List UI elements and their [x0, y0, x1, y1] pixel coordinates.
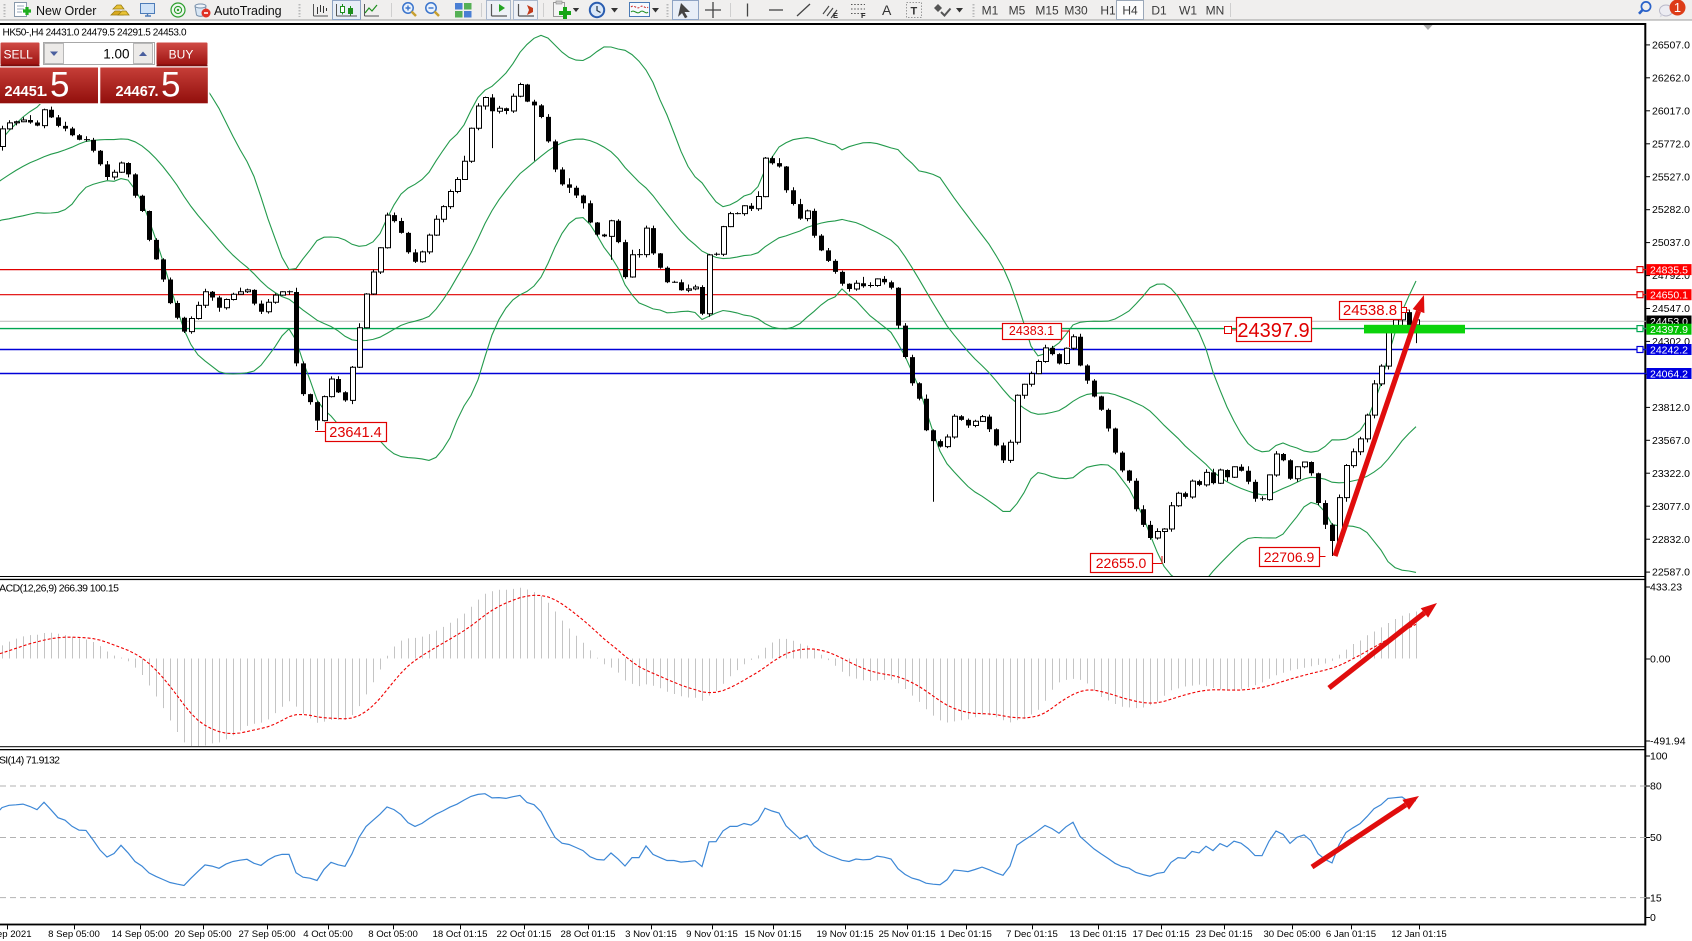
svg-text:HK50-,H4 24431.0 24479.5 24291: HK50-,H4 24431.0 24479.5 24291.5 24453.0: [3, 28, 187, 39]
svg-text:8 Sep 05:00: 8 Sep 05:00: [48, 929, 100, 940]
svg-text:5: 5: [50, 66, 69, 105]
svg-text:RSI(14) 71.9132: RSI(14) 71.9132: [0, 755, 60, 767]
svg-text:M30: M30: [1064, 4, 1088, 18]
svg-text:MN: MN: [1206, 4, 1225, 18]
svg-text:20 Sep 05:00: 20 Sep 05:00: [174, 929, 231, 940]
svg-text:.: .: [44, 84, 48, 100]
svg-text:MACD(12,26,9) 266.39 100.15: MACD(12,26,9) 266.39 100.15: [0, 583, 119, 595]
svg-text:24650.1: 24650.1: [1650, 290, 1688, 302]
svg-text:50: 50: [1650, 832, 1662, 844]
svg-text:W1: W1: [1179, 4, 1197, 18]
svg-text:5: 5: [161, 66, 180, 105]
svg-text:24467: 24467: [116, 84, 156, 100]
svg-text:23641.4: 23641.4: [329, 425, 381, 441]
svg-text:M15: M15: [1035, 4, 1059, 18]
svg-text:23077.0: 23077.0: [1652, 501, 1690, 513]
svg-text:1 Dec 01:15: 1 Dec 01:15: [940, 929, 992, 940]
svg-text:T: T: [911, 6, 918, 18]
svg-text:New Order: New Order: [36, 4, 96, 18]
svg-text:8 Oct 05:00: 8 Oct 05:00: [368, 929, 418, 940]
svg-text:9 Nov 01:15: 9 Nov 01:15: [686, 929, 738, 940]
svg-text:7 Dec 01:15: 7 Dec 01:15: [1006, 929, 1058, 940]
svg-text:6 Jan 01:15: 6 Jan 01:15: [1326, 929, 1376, 940]
svg-text:24242.2: 24242.2: [1650, 344, 1688, 356]
svg-text:26507.0: 26507.0: [1652, 40, 1690, 52]
svg-text:24538.8: 24538.8: [1343, 302, 1397, 319]
svg-text:3 Nov 01:15: 3 Nov 01:15: [625, 929, 677, 940]
svg-text:25 Nov 01:15: 25 Nov 01:15: [878, 929, 935, 940]
svg-text:SELL: SELL: [4, 48, 34, 62]
svg-text:23567.0: 23567.0: [1652, 435, 1690, 447]
svg-text:27 Sep 05:00: 27 Sep 05:00: [238, 929, 295, 940]
svg-text:24397.9: 24397.9: [1237, 320, 1309, 342]
svg-text:13 Dec 01:15: 13 Dec 01:15: [1069, 929, 1126, 940]
svg-text:24397.9: 24397.9: [1650, 324, 1688, 336]
svg-text:26017.0: 26017.0: [1652, 105, 1690, 117]
svg-text:M1: M1: [982, 4, 999, 18]
svg-text:25772.0: 25772.0: [1652, 138, 1690, 150]
svg-text:H1: H1: [1100, 4, 1116, 18]
svg-text:-491.94: -491.94: [1650, 736, 1686, 748]
svg-text:26262.0: 26262.0: [1652, 72, 1690, 84]
svg-text:433.23: 433.23: [1650, 582, 1682, 594]
svg-text:15 Nov 01:15: 15 Nov 01:15: [744, 929, 801, 940]
svg-text:23322.0: 23322.0: [1652, 468, 1690, 480]
svg-text:24451: 24451: [5, 84, 45, 100]
svg-text:.: .: [155, 84, 159, 100]
svg-text:25282.0: 25282.0: [1652, 204, 1690, 216]
svg-text:D1: D1: [1151, 4, 1167, 18]
svg-text:E: E: [833, 11, 838, 20]
svg-text:23 Dec 01:15: 23 Dec 01:15: [1195, 929, 1252, 940]
svg-text:22706.9: 22706.9: [1264, 549, 1315, 565]
svg-text:M5: M5: [1009, 4, 1026, 18]
svg-text:H4: H4: [1122, 4, 1138, 18]
svg-text:A: A: [882, 2, 892, 18]
svg-text:25527.0: 25527.0: [1652, 171, 1690, 183]
svg-text:24064.2: 24064.2: [1650, 368, 1688, 380]
svg-text:22587.0: 22587.0: [1652, 567, 1690, 579]
svg-text:1.00: 1.00: [103, 47, 129, 62]
svg-text:80: 80: [1650, 781, 1662, 793]
svg-text:AutoTrading: AutoTrading: [214, 4, 282, 18]
svg-text:22655.0: 22655.0: [1096, 555, 1147, 571]
svg-text:0: 0: [1650, 912, 1656, 924]
svg-text:19 Nov 01:15: 19 Nov 01:15: [816, 929, 873, 940]
svg-text:24383.1: 24383.1: [1009, 324, 1054, 338]
svg-text:1: 1: [1674, 0, 1681, 15]
svg-text:14 Sep 05:00: 14 Sep 05:00: [111, 929, 168, 940]
svg-text:F: F: [861, 11, 866, 20]
svg-text:22832.0: 22832.0: [1652, 534, 1690, 546]
svg-text:23812.0: 23812.0: [1652, 402, 1690, 414]
svg-text:24547.0: 24547.0: [1652, 303, 1690, 315]
svg-text:100: 100: [1650, 751, 1668, 763]
svg-text:0.00: 0.00: [1650, 654, 1671, 666]
svg-text:22 Oct 01:15: 22 Oct 01:15: [497, 929, 552, 940]
svg-text:15: 15: [1650, 893, 1662, 905]
svg-text:25037.0: 25037.0: [1652, 237, 1690, 249]
svg-text:28 Oct 01:15: 28 Oct 01:15: [561, 929, 616, 940]
svg-text:30 Dec 05:00: 30 Dec 05:00: [1263, 929, 1320, 940]
svg-text:4 Oct 05:00: 4 Oct 05:00: [303, 929, 353, 940]
svg-text:BUY: BUY: [169, 48, 194, 62]
svg-text:12 Jan 01:15: 12 Jan 01:15: [1391, 929, 1446, 940]
svg-text:17 Dec 01:15: 17 Dec 01:15: [1132, 929, 1189, 940]
svg-text:8 Sep 2021: 8 Sep 2021: [0, 929, 32, 940]
svg-text:18 Oct 01:15: 18 Oct 01:15: [433, 929, 488, 940]
svg-text:24835.5: 24835.5: [1650, 264, 1688, 276]
